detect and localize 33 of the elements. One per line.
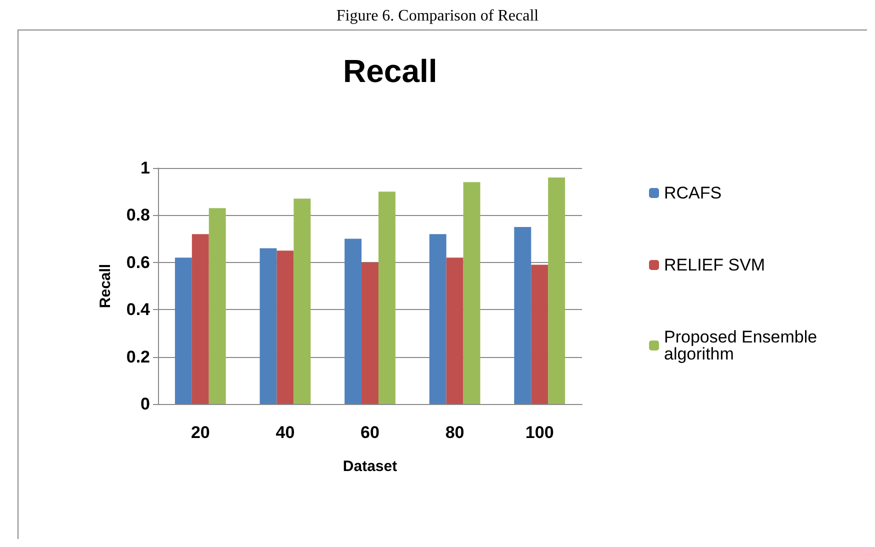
caption: Figure 6. Comparison of Recall (336, 8, 540, 24)
bar (294, 198, 311, 404)
bar (446, 258, 464, 404)
x-tick-label: 40 (276, 423, 295, 442)
bar (344, 238, 362, 404)
y-tick-label: 1 (140, 158, 150, 178)
y-tick-label: 0.8 (126, 206, 150, 225)
bar (378, 192, 396, 404)
text: Recall (97, 264, 114, 308)
x-tick-label: 80 (445, 423, 464, 442)
bar (208, 208, 226, 404)
y-tick-label: 0 (140, 394, 150, 414)
x-tick-label: 100 (525, 423, 554, 442)
legend-label: RCAFS (664, 184, 722, 202)
bar (531, 264, 548, 404)
bar (192, 234, 209, 404)
y-tick-label: 0.6 (126, 252, 150, 272)
x-tick-label: 20 (190, 423, 210, 442)
bar (463, 182, 480, 404)
x-tick-label: 60 (360, 423, 380, 442)
bar (174, 258, 192, 404)
x-axis-title: Dataset (342, 458, 398, 475)
legend-label: Proposed Ensemble algorithm (664, 328, 822, 364)
bar (260, 248, 277, 404)
legend-label: RELIEF SVM (664, 256, 766, 274)
bar (276, 250, 294, 404)
bar (548, 177, 566, 404)
bar (362, 262, 378, 404)
bar (514, 227, 532, 404)
bar (429, 234, 446, 404)
y-axis-title: Recall (343, 53, 438, 89)
y-tick-label: 0.4 (126, 300, 151, 320)
y-tick-label: 0.2 (126, 347, 150, 366)
